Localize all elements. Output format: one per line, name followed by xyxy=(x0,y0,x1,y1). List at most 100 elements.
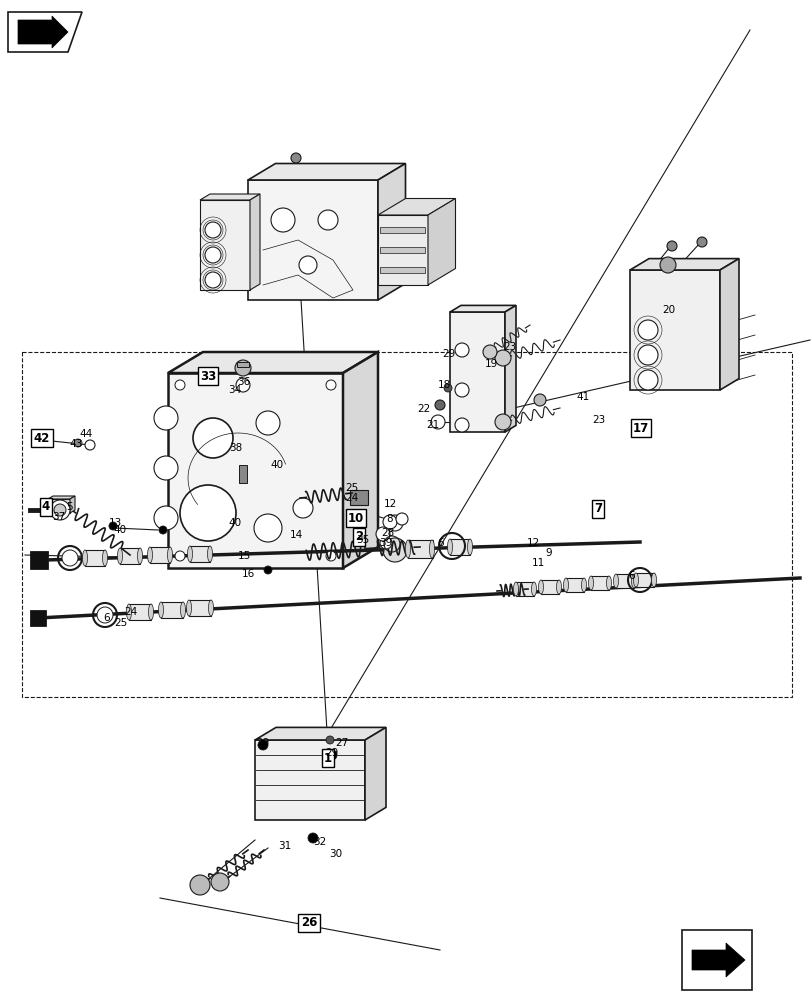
Text: 13: 13 xyxy=(108,518,122,528)
Bar xyxy=(635,573,653,587)
Circle shape xyxy=(204,222,221,238)
Circle shape xyxy=(431,415,444,429)
Polygon shape xyxy=(449,312,504,432)
Text: 34: 34 xyxy=(228,385,242,395)
Circle shape xyxy=(327,750,337,760)
Ellipse shape xyxy=(588,576,593,590)
Polygon shape xyxy=(378,215,427,285)
Circle shape xyxy=(204,247,221,263)
Text: 11: 11 xyxy=(530,558,544,568)
Bar xyxy=(237,362,249,367)
Bar xyxy=(150,547,169,563)
Circle shape xyxy=(325,551,336,561)
Ellipse shape xyxy=(556,580,561,594)
Circle shape xyxy=(159,526,167,534)
Circle shape xyxy=(74,439,82,447)
Ellipse shape xyxy=(158,602,163,618)
Ellipse shape xyxy=(447,539,452,555)
Text: 1: 1 xyxy=(324,752,332,764)
Text: 40: 40 xyxy=(228,518,241,528)
Ellipse shape xyxy=(83,550,88,566)
Ellipse shape xyxy=(538,580,543,594)
Bar xyxy=(407,540,432,558)
Text: 35: 35 xyxy=(356,535,369,545)
Bar xyxy=(540,580,558,594)
Circle shape xyxy=(383,515,397,529)
Text: 39: 39 xyxy=(379,538,393,548)
Bar xyxy=(449,539,470,555)
Bar xyxy=(616,574,633,588)
Bar xyxy=(238,465,247,483)
Bar xyxy=(30,551,48,569)
Text: 26: 26 xyxy=(300,916,317,929)
Circle shape xyxy=(109,522,117,530)
Ellipse shape xyxy=(650,573,655,587)
Text: 2: 2 xyxy=(354,530,363,544)
Polygon shape xyxy=(365,727,385,820)
Ellipse shape xyxy=(531,582,536,596)
Ellipse shape xyxy=(148,547,152,563)
Text: 21: 21 xyxy=(426,420,439,430)
Circle shape xyxy=(396,513,407,525)
Circle shape xyxy=(637,320,657,340)
Ellipse shape xyxy=(633,573,637,587)
Ellipse shape xyxy=(148,604,153,620)
Text: 24: 24 xyxy=(124,607,137,617)
Ellipse shape xyxy=(180,602,185,618)
Circle shape xyxy=(180,485,236,541)
Text: 18: 18 xyxy=(437,380,450,390)
Circle shape xyxy=(454,418,469,432)
Bar xyxy=(590,576,608,590)
Circle shape xyxy=(534,394,545,406)
Circle shape xyxy=(85,440,95,450)
Circle shape xyxy=(154,406,178,430)
Circle shape xyxy=(380,537,392,549)
Ellipse shape xyxy=(563,578,568,592)
Ellipse shape xyxy=(429,540,434,558)
Text: 30: 30 xyxy=(329,849,342,859)
Bar xyxy=(161,602,182,618)
Circle shape xyxy=(495,350,510,366)
Circle shape xyxy=(483,345,496,359)
Circle shape xyxy=(175,380,185,390)
Bar xyxy=(380,247,424,253)
Text: 44: 44 xyxy=(79,429,92,439)
Ellipse shape xyxy=(167,547,172,563)
Circle shape xyxy=(387,515,402,531)
Circle shape xyxy=(258,740,268,750)
Text: 33: 33 xyxy=(200,369,216,382)
Bar xyxy=(380,227,424,233)
Polygon shape xyxy=(449,305,515,312)
Ellipse shape xyxy=(118,548,122,564)
Circle shape xyxy=(254,514,281,542)
Text: 5: 5 xyxy=(67,502,73,512)
Ellipse shape xyxy=(405,540,410,558)
Circle shape xyxy=(264,566,272,574)
Circle shape xyxy=(271,208,294,232)
Text: 12: 12 xyxy=(383,499,396,509)
Text: 37: 37 xyxy=(53,512,66,522)
Text: 8: 8 xyxy=(386,514,393,524)
Text: 23: 23 xyxy=(503,342,516,352)
Text: 7: 7 xyxy=(593,502,601,516)
Ellipse shape xyxy=(513,582,518,596)
Text: 20: 20 xyxy=(662,305,675,315)
Polygon shape xyxy=(168,352,378,373)
Bar xyxy=(380,267,424,273)
Circle shape xyxy=(154,456,178,480)
Text: 6: 6 xyxy=(437,538,444,548)
Text: 22: 22 xyxy=(417,404,430,414)
Text: 12: 12 xyxy=(526,538,539,548)
Text: 29: 29 xyxy=(256,738,269,748)
Ellipse shape xyxy=(467,539,472,555)
Text: 14: 14 xyxy=(289,530,303,540)
Text: 27: 27 xyxy=(335,738,348,748)
Bar xyxy=(189,600,211,616)
Bar xyxy=(22,352,791,697)
Polygon shape xyxy=(48,499,70,513)
Text: 25: 25 xyxy=(114,618,127,628)
Text: 17: 17 xyxy=(632,422,648,434)
Circle shape xyxy=(696,237,706,247)
Text: 15: 15 xyxy=(237,551,251,561)
Polygon shape xyxy=(629,259,738,270)
